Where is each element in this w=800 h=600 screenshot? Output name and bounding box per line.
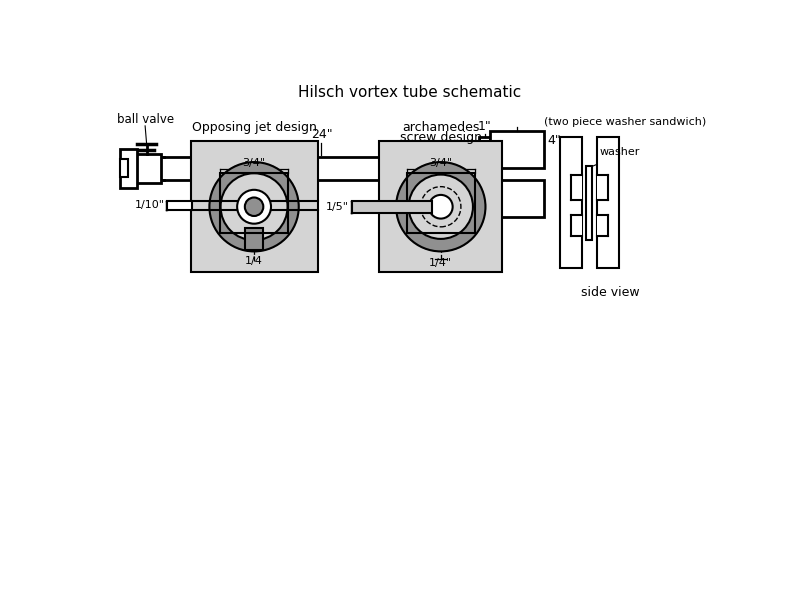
Text: 1/10": 1/10" bbox=[134, 200, 164, 210]
Circle shape bbox=[245, 197, 263, 216]
Bar bbox=[597, 137, 618, 268]
Text: 3/4": 3/4" bbox=[242, 158, 266, 168]
Bar bbox=[490, 131, 544, 168]
Bar bbox=[586, 166, 593, 239]
Text: archamedes: archamedes bbox=[402, 121, 479, 134]
Circle shape bbox=[429, 195, 453, 218]
Bar bbox=[571, 214, 582, 236]
Bar bbox=[571, 175, 582, 200]
Bar bbox=[379, 141, 502, 272]
Bar bbox=[597, 175, 608, 200]
Bar bbox=[245, 229, 263, 250]
Text: washer: washer bbox=[599, 148, 640, 157]
Text: Opposing jet design: Opposing jet design bbox=[192, 121, 317, 134]
Text: 1/4": 1/4" bbox=[430, 257, 452, 268]
Circle shape bbox=[396, 162, 486, 251]
Bar bbox=[167, 200, 192, 210]
Text: 3/4": 3/4" bbox=[430, 158, 452, 168]
Text: side view: side view bbox=[581, 286, 639, 299]
Circle shape bbox=[237, 190, 271, 224]
Bar bbox=[560, 137, 582, 268]
Circle shape bbox=[221, 173, 287, 240]
Text: Hilsch vortex tube schematic: Hilsch vortex tube schematic bbox=[298, 85, 522, 100]
Text: 4": 4" bbox=[547, 134, 561, 147]
Bar bbox=[220, 173, 288, 233]
Text: screw design: screw design bbox=[400, 131, 482, 144]
Text: 1/4: 1/4 bbox=[245, 256, 263, 266]
Text: 24": 24" bbox=[310, 128, 332, 141]
Bar bbox=[479, 137, 490, 199]
Bar bbox=[121, 159, 128, 178]
Text: 1": 1" bbox=[478, 120, 491, 133]
Text: 1/5": 1/5" bbox=[326, 202, 349, 212]
Bar bbox=[132, 154, 162, 183]
Bar bbox=[490, 180, 544, 217]
Bar bbox=[407, 173, 474, 233]
Bar bbox=[121, 149, 138, 187]
Text: (two piece washer sandwich): (two piece washer sandwich) bbox=[545, 117, 706, 127]
Circle shape bbox=[409, 175, 473, 239]
Bar bbox=[352, 200, 432, 213]
Bar bbox=[597, 214, 608, 236]
Text: ball valve: ball valve bbox=[118, 113, 174, 126]
Circle shape bbox=[210, 162, 298, 251]
Bar bbox=[190, 141, 318, 272]
